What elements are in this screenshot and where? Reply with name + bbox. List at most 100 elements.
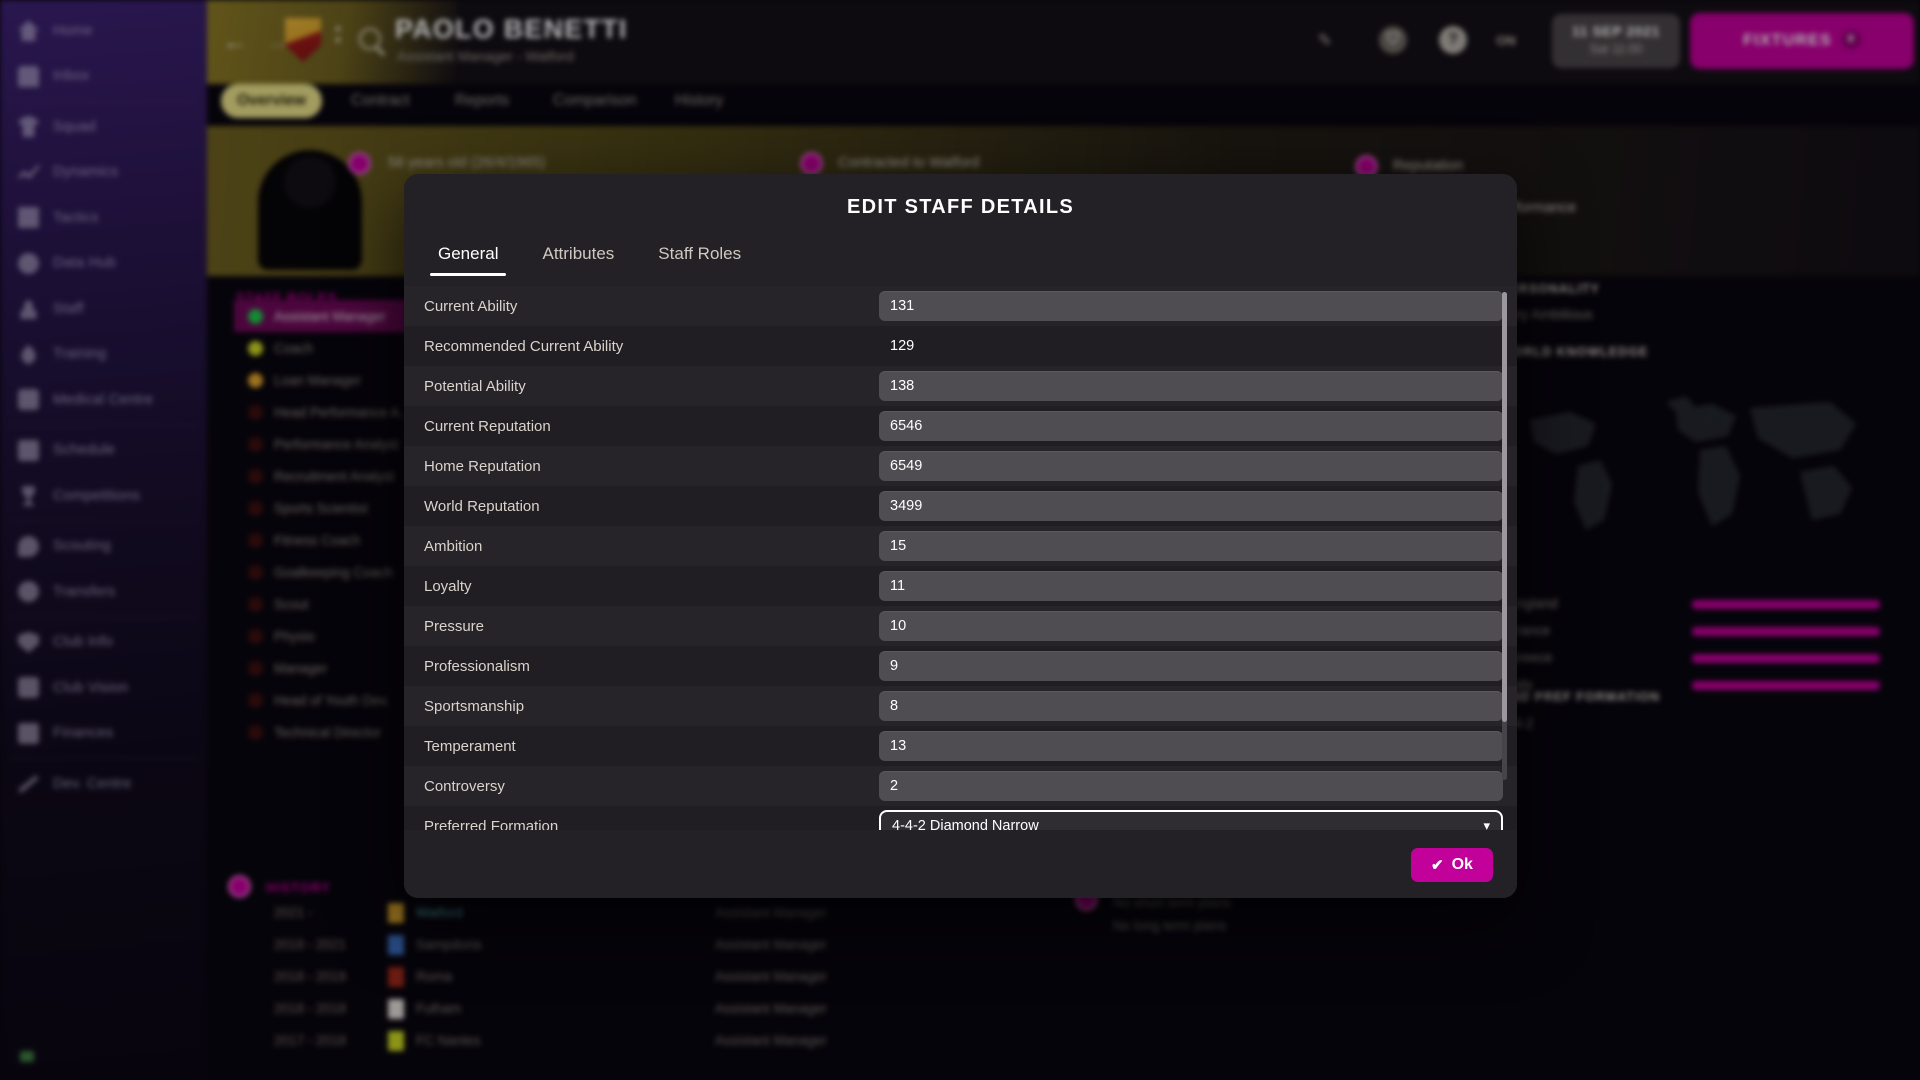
sidebar-item-dynamics[interactable]: Dynamics (0, 150, 207, 196)
tab-overview[interactable]: Overview (221, 84, 322, 118)
role-status-dot-icon (248, 500, 263, 516)
sidebar-divider (10, 758, 197, 759)
ok-button-label: Ok (1451, 856, 1473, 873)
history-years: 2018 - 2018 (274, 1001, 347, 1016)
sidebar-item-transfers[interactable]: Transfers (0, 569, 207, 615)
sidebar-item-scouting[interactable]: Scouting (0, 524, 207, 570)
staff-role-item[interactable]: Manager (234, 652, 424, 684)
tab-history[interactable]: History (675, 92, 724, 109)
staff-role-label: Coach (274, 340, 314, 356)
field-input[interactable]: 138 (879, 371, 1503, 401)
second-pref-formation-title: 2ND PREF FORMATION (1502, 690, 1661, 704)
knowledge-bar (1692, 654, 1880, 663)
dialog-tab-general[interactable]: General (416, 236, 520, 276)
edit-icon[interactable]: ✎ (1317, 31, 1333, 50)
field-input[interactable]: 11 (879, 571, 1503, 601)
field-input[interactable]: 10 (879, 611, 1503, 641)
page-title: PAOLO BENETTI (395, 14, 628, 44)
staff-role-label: Fitness Coach (274, 532, 361, 548)
sidebar-item-finances[interactable]: Finances (0, 711, 207, 757)
history-club[interactable]: Fulham (416, 1001, 462, 1016)
history-club[interactable]: Roma (416, 969, 453, 984)
date-display[interactable]: 11 SEP 2021 Sat 11:00 (1552, 14, 1680, 68)
role-status-dot-icon (248, 628, 263, 644)
fixtures-badge: 0 (1841, 30, 1861, 49)
staff-role-label: Sports Scientist (274, 500, 368, 516)
staff-role-item[interactable]: Assistant Manager (234, 300, 424, 332)
field-select[interactable]: 4-4-2 Diamond Narrow ▾ (879, 810, 1503, 830)
staff-role-label: Head Performance A... (274, 404, 411, 420)
staff-role-item[interactable]: Technical Director (234, 716, 424, 748)
role-status-dot-icon (248, 404, 263, 420)
field-row: Controversy 2 (404, 766, 1517, 806)
staff-role-item[interactable]: Coach (234, 332, 424, 364)
crest-stepper-icon[interactable]: ▲ ▼ (332, 22, 344, 47)
field-input[interactable]: 131 (879, 291, 1503, 321)
staff-role-label: Performance Analyst (274, 436, 399, 452)
sidebar-item-dev-centre[interactable]: Dev. Centre (0, 761, 207, 807)
history-club-crest-icon (388, 903, 404, 923)
field-row: Loyalty 11 (404, 566, 1517, 606)
history-role: Assistant Manager (715, 937, 827, 952)
staff-role-item[interactable]: Sports Scientist (234, 492, 424, 524)
field-label: Temperament (424, 737, 516, 755)
dialog-title: EDIT STAFF DETAILS (846, 196, 1075, 218)
shield-icon[interactable]: ⛉ (1379, 26, 1407, 54)
tab-reports[interactable]: Reports (455, 92, 510, 109)
staff-role-item[interactable]: Performance Analyst (234, 428, 424, 460)
staff-role-item[interactable]: Head Performance A... (234, 396, 424, 428)
sidebar-item-competitions[interactable]: Competitions (0, 473, 207, 519)
fixtures-button[interactable]: FIXTURES 0 (1690, 13, 1914, 69)
dialog-tab-staff-roles[interactable]: Staff Roles (658, 244, 742, 263)
search-icon[interactable] (359, 28, 381, 50)
dialog-tab-attributes[interactable]: Attributes (542, 244, 615, 263)
staff-role-item[interactable]: Scout (234, 588, 424, 620)
sidebar-item-tactics[interactable]: Tactics (0, 195, 207, 241)
staff-role-item[interactable]: Recruitment Analyst (234, 460, 424, 492)
sidebar-item-medical-centre[interactable]: Medical Centre (0, 377, 207, 423)
knowledge-country: France (1508, 623, 1551, 638)
knowledge-country: Greece (1508, 650, 1553, 665)
field-input[interactable]: 6546 (879, 411, 1503, 441)
history-club-crest-icon (388, 1031, 404, 1051)
back-icon[interactable]: ← (222, 26, 248, 56)
history-title: HISTORY (266, 880, 331, 895)
role-status-dot-icon (248, 660, 263, 676)
tab-comparison[interactable]: Comparison (553, 92, 637, 109)
field-input[interactable]: 3499 (879, 491, 1503, 521)
staff-role-item[interactable]: Loan Manager (234, 364, 424, 396)
history-club[interactable]: Sampdoria (416, 937, 482, 952)
sidebar-item-label: Club Info (53, 634, 113, 651)
sidebar-item-training[interactable]: Training (0, 332, 207, 378)
staff-role-item[interactable]: Fitness Coach (234, 524, 424, 556)
history-club[interactable]: Watford (416, 905, 463, 920)
history-club[interactable]: FC Nantes (416, 1033, 481, 1048)
sidebar-item-data-hub[interactable]: Data Hub (0, 241, 207, 287)
role-status-dot-icon (248, 372, 263, 388)
sidebar-item-schedule[interactable]: Schedule (0, 428, 207, 474)
staff-role-item[interactable]: Head of Youth Dev. (234, 684, 424, 716)
dialog-scrollbar[interactable] (1502, 292, 1507, 780)
sidebar-item-inbox[interactable]: Inbox (0, 54, 207, 100)
field-input[interactable]: 15 (879, 531, 1503, 561)
staff-role-item[interactable]: Goalkeeping Coach (234, 556, 424, 588)
staff-role-item[interactable]: Physio (234, 620, 424, 652)
field-input[interactable]: 2 (879, 771, 1503, 801)
sidebar-item-staff[interactable]: Staff (0, 286, 207, 332)
field-input[interactable]: 8 (879, 691, 1503, 721)
sidebar-item-club-info[interactable]: Club Info (0, 620, 207, 666)
ok-button[interactable]: ✔ Ok (1411, 848, 1493, 882)
role-status-dot-icon (248, 468, 263, 484)
sidebar-item-club-vision[interactable]: Club Vision (0, 665, 207, 711)
sidebar-item-home[interactable]: Home (0, 8, 207, 54)
field-row: Professionalism 9 (404, 646, 1517, 686)
field-input[interactable]: 6549 (879, 451, 1503, 481)
field-input[interactable]: 9 (879, 651, 1503, 681)
history-role: Assistant Manager (715, 1033, 827, 1048)
sound-toggle[interactable]: ON (1496, 33, 1516, 48)
help-icon[interactable]: ? (1439, 26, 1467, 54)
tactics-icon (18, 207, 39, 229)
sidebar-item-squad[interactable]: Squad (0, 104, 207, 150)
tab-contract[interactable]: Contract (351, 92, 410, 109)
field-input[interactable]: 13 (879, 731, 1503, 761)
